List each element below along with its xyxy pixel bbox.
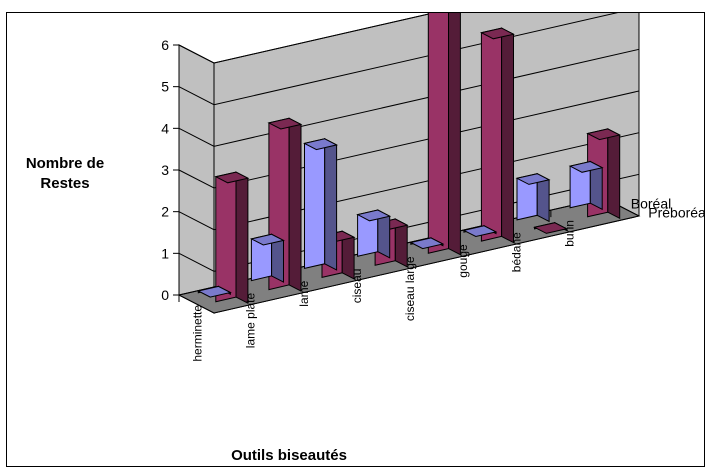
chart-frame: 0 1 2 3 4 5 6 herminette lame plate lame ciseau cis… — [6, 12, 705, 467]
y-tick-label: 0 — [161, 287, 169, 303]
chart-area: 0 1 2 3 4 5 6 herminette lame plate lame ciseau cis… — [26, 13, 704, 464]
bar-side — [235, 171, 249, 305]
bar-top — [196, 285, 232, 298]
bar — [515, 172, 551, 223]
chart-labels: 0 1 2 3 4 5 6 herminette lame plate lame ciseau cis… — [26, 37, 704, 464]
bar — [479, 27, 515, 244]
y-tick-label: 3 — [161, 162, 169, 178]
y-tick-label: 2 — [161, 204, 169, 220]
bar-top — [462, 225, 498, 238]
series-label: Préboréal — [648, 205, 704, 221]
bar-top — [409, 237, 445, 250]
x-tick-label: burin — [562, 220, 576, 247]
bar — [568, 160, 604, 211]
bar-front — [427, 13, 449, 254]
bar — [427, 13, 461, 256]
y-axis-title: Nombre de Restes — [26, 155, 104, 192]
bar — [249, 233, 285, 283]
bar-top — [267, 117, 303, 130]
chart-bars — [196, 13, 622, 305]
bar-side — [288, 117, 302, 292]
bar-side — [324, 137, 338, 271]
x-tick-label: bédane — [509, 232, 523, 272]
bar-top — [586, 128, 622, 141]
bar — [356, 209, 392, 259]
bar-top — [356, 209, 392, 222]
bar-side — [501, 27, 514, 244]
bar-side — [448, 13, 461, 256]
bar — [303, 137, 339, 271]
x-tick-label: gouge — [456, 244, 470, 278]
y-tick-label: 5 — [161, 79, 169, 95]
bar — [409, 237, 445, 250]
y-tick-label: 1 — [161, 245, 169, 261]
bar — [214, 171, 250, 305]
bar — [533, 221, 569, 234]
y-axis-title-line: Nombre de — [26, 155, 104, 172]
bar-top — [249, 233, 285, 246]
x-tick-label: lame — [297, 280, 311, 306]
bar-front — [480, 27, 503, 242]
x-tick-label: herminette — [191, 305, 205, 362]
bar-top — [515, 173, 551, 185]
gridline — [178, 13, 436, 64]
bar — [462, 224, 498, 238]
bar — [196, 285, 232, 298]
bar-top — [533, 222, 569, 234]
x-tick-label: lame plate — [244, 292, 258, 348]
bar-top — [303, 138, 339, 151]
bar-top — [479, 27, 515, 40]
bar-front — [304, 138, 326, 270]
y-axis-title-line: Restes — [40, 175, 89, 192]
bar-front — [215, 171, 237, 303]
y-tick-label: 6 — [161, 37, 169, 53]
x-tick-label: ciseau large — [403, 256, 417, 321]
series-label: Boréal — [631, 196, 671, 212]
y-tick-label: 4 — [161, 120, 169, 136]
x-tick-label: ciseau — [350, 269, 364, 304]
bar-side — [607, 128, 621, 220]
x-axis-title: Outils biseautés — [231, 447, 347, 464]
bar-top — [214, 171, 250, 184]
bar-top — [568, 160, 604, 173]
